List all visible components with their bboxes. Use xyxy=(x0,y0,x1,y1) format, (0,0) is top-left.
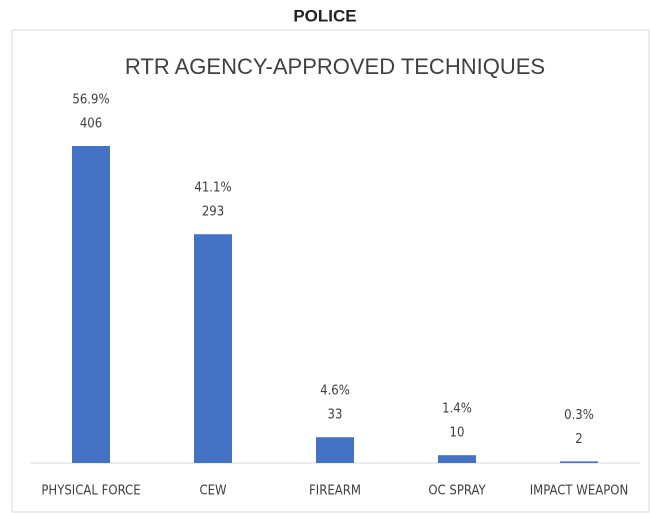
share-label: 41.1% xyxy=(194,181,231,196)
bar xyxy=(72,146,110,463)
value-label: 10 xyxy=(450,426,465,441)
value-label: 2 xyxy=(575,432,582,447)
x-tick-label: IMPACT WEAPON xyxy=(530,484,629,499)
bar xyxy=(316,437,354,463)
x-tick-label: CEW xyxy=(199,484,227,499)
x-tick-label: OC SPRAY xyxy=(428,484,486,499)
x-tick-label: PHYSICAL FORCE xyxy=(41,484,140,499)
value-label: 406 xyxy=(80,117,102,132)
share-label: 0.3% xyxy=(564,408,594,423)
bar xyxy=(438,455,476,463)
share-label: 1.4% xyxy=(442,402,472,417)
value-label: 293 xyxy=(202,205,224,220)
chart-frame xyxy=(11,29,650,513)
bar xyxy=(560,461,598,463)
bar xyxy=(194,234,232,463)
page-title: POLICE xyxy=(293,6,356,25)
chart-title: RTR AGENCY-APPROVED TECHNIQUES xyxy=(125,54,545,79)
value-label: 33 xyxy=(328,408,343,423)
share-label: 4.6% xyxy=(320,384,350,399)
x-tick-label: FIREARM xyxy=(309,484,361,499)
share-label: 56.9% xyxy=(72,93,109,108)
